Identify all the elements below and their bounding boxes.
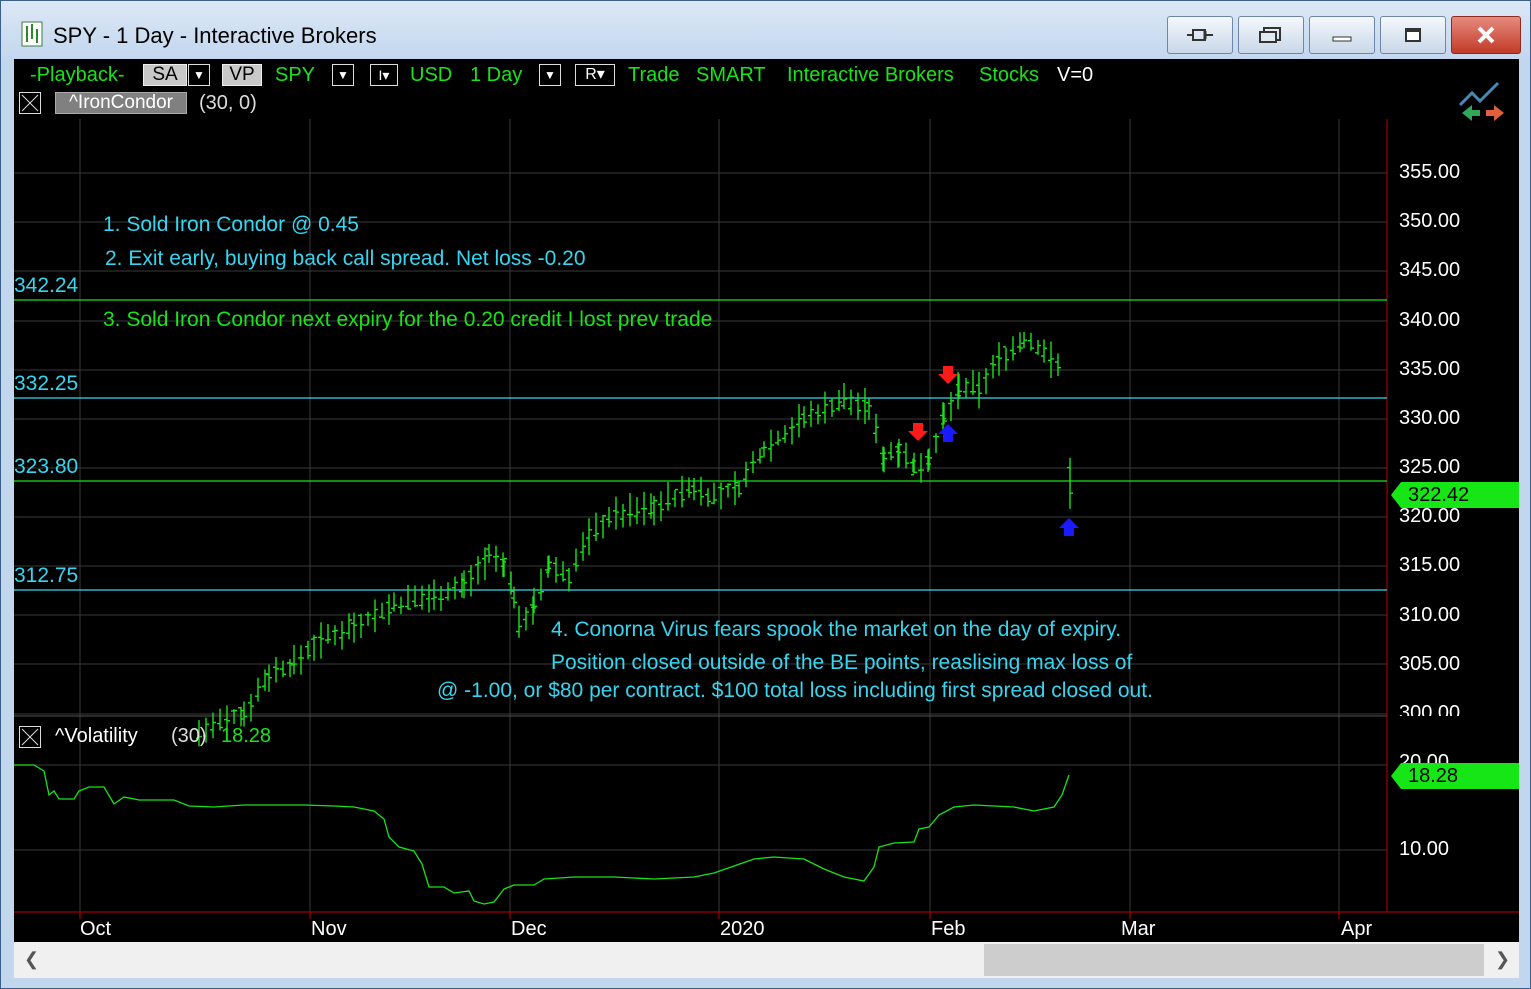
level-label: 332.25 — [14, 372, 79, 395]
sa-dropdown-icon[interactable]: ▼ — [188, 64, 210, 86]
scroll-right-icon[interactable]: ❯ — [1495, 949, 1511, 969]
note-4b: Position closed outside of the BE points… — [551, 651, 1133, 674]
asset-label[interactable]: Stocks — [979, 64, 1040, 86]
maximize-icon — [1405, 28, 1421, 42]
currency-label[interactable]: USD — [410, 64, 453, 86]
y-tick: 310.00 — [1399, 604, 1461, 626]
note-2: 2. Exit early, buying back call spread. … — [105, 247, 586, 270]
sell-arrow-icon — [908, 366, 958, 441]
symbol-dropdown-icon[interactable]: ▼ — [332, 64, 354, 86]
restore-window-button[interactable] — [1238, 16, 1304, 54]
i-dropdown-label: I — [378, 67, 383, 83]
minimize-icon — [1332, 36, 1352, 42]
y-tick: 330.00 — [1399, 407, 1461, 429]
volatility-value: 18.28 — [221, 725, 272, 747]
note-4c: @ -1.00, or $80 per contract. $100 total… — [437, 679, 1153, 702]
last-price-tag-bg — [1391, 482, 1519, 508]
interval-label[interactable]: 1 Day — [470, 64, 523, 86]
maximize-button[interactable] — [1380, 16, 1446, 54]
price-bars — [196, 332, 1073, 747]
time-gridlines — [79, 119, 1340, 912]
volatility-name[interactable]: ^Volatility — [55, 725, 138, 747]
note-3: 3. Sold Iron Condor next expiry for the … — [103, 308, 713, 331]
volume-label: V=0 — [1057, 64, 1094, 86]
volatility-line — [14, 764, 1070, 905]
ironcondor-params: (30, 0) — [199, 92, 257, 114]
i-dropdown[interactable]: I▾ — [370, 64, 398, 86]
note-4a: 4. Conorna Virus fears spook the market … — [551, 618, 1122, 641]
buy-arrow-icon — [938, 424, 1079, 536]
scroll-left-icon[interactable]: ❮ — [24, 949, 40, 969]
x-tick: Apr — [1341, 918, 1373, 940]
y-tick: 315.00 — [1399, 554, 1461, 576]
x-tick: 2020 — [720, 918, 765, 940]
last-price-tag: 322.42 — [1408, 484, 1470, 506]
playback-label[interactable]: -Playback- — [30, 64, 125, 86]
horizontal-scrollbar[interactable]: ❮ ❯ — [14, 942, 1519, 978]
vol-value-tag: 18.28 — [1408, 765, 1459, 787]
pin-button[interactable] — [1167, 16, 1233, 54]
vol-tick: 10.00 — [1399, 838, 1450, 860]
window-title: SPY - 1 Day - Interactive Brokers — [53, 23, 377, 48]
close-icon — [1477, 26, 1495, 44]
pin-icon — [1187, 29, 1213, 41]
r-dropdown[interactable]: R▾ — [575, 64, 615, 86]
price-gridlines — [14, 172, 1387, 851]
y-tick: 305.00 — [1399, 653, 1461, 675]
note-1: 1. Sold Iron Condor @ 0.45 — [103, 213, 359, 236]
vol-value-tag-bg — [1391, 763, 1519, 789]
sa-button[interactable]: SA — [143, 64, 187, 86]
x-tick: Nov — [311, 918, 347, 940]
y-tick: 345.00 — [1399, 259, 1461, 281]
y-tick: 340.00 — [1399, 309, 1461, 331]
scroll-thumb[interactable] — [984, 944, 1484, 976]
level-label: 312.75 — [14, 564, 79, 587]
x-tick: Dec — [511, 918, 547, 940]
broker-label[interactable]: Interactive Brokers — [787, 64, 954, 86]
level-label: 342.24 — [14, 274, 79, 297]
y-tick: 300.00 — [1399, 702, 1461, 716]
close-button[interactable] — [1451, 16, 1521, 54]
chart-area[interactable]: -Playback- SA ▼ VP SPY ▼ I▾ USD 1 Day ▼ … — [14, 59, 1519, 942]
window-panel-icon — [1259, 27, 1281, 43]
level-label: 323.80 — [14, 455, 79, 478]
y-tick: 325.00 — [1399, 456, 1461, 478]
y-tick: 320.00 — [1399, 505, 1461, 527]
y-tick: 350.00 — [1399, 210, 1461, 232]
route-label[interactable]: SMART — [696, 64, 766, 86]
time-axis-ticks — [79, 912, 1340, 919]
volatility-params: (30) — [171, 725, 207, 747]
y-tick: 335.00 — [1399, 358, 1461, 380]
x-tick: Oct — [80, 918, 112, 940]
vp-button[interactable]: VP — [222, 64, 262, 86]
x-tick: Feb — [931, 918, 966, 940]
title-bar: SPY - 1 Day - Interactive Brokers — [1, 1, 1530, 59]
y-tick: 355.00 — [1399, 161, 1461, 183]
symbol-label[interactable]: SPY — [275, 64, 316, 86]
x-tick: Mar — [1121, 918, 1156, 940]
close-indicator-icon[interactable] — [19, 92, 41, 114]
close-volatility-icon[interactable] — [19, 726, 41, 748]
price-chart[interactable] — [14, 59, 1519, 942]
trade-label[interactable]: Trade — [628, 64, 680, 86]
ironcondor-indicator-button[interactable]: ^IronCondor — [55, 92, 187, 114]
minimize-button[interactable] — [1309, 16, 1375, 54]
interval-dropdown-icon[interactable]: ▼ — [539, 64, 561, 86]
r-dropdown-label: R — [585, 66, 597, 83]
vol-tick: 20.00 — [1399, 751, 1450, 765]
link-arrows-icon[interactable] — [1458, 81, 1508, 123]
chart-app-icon — [21, 21, 43, 47]
